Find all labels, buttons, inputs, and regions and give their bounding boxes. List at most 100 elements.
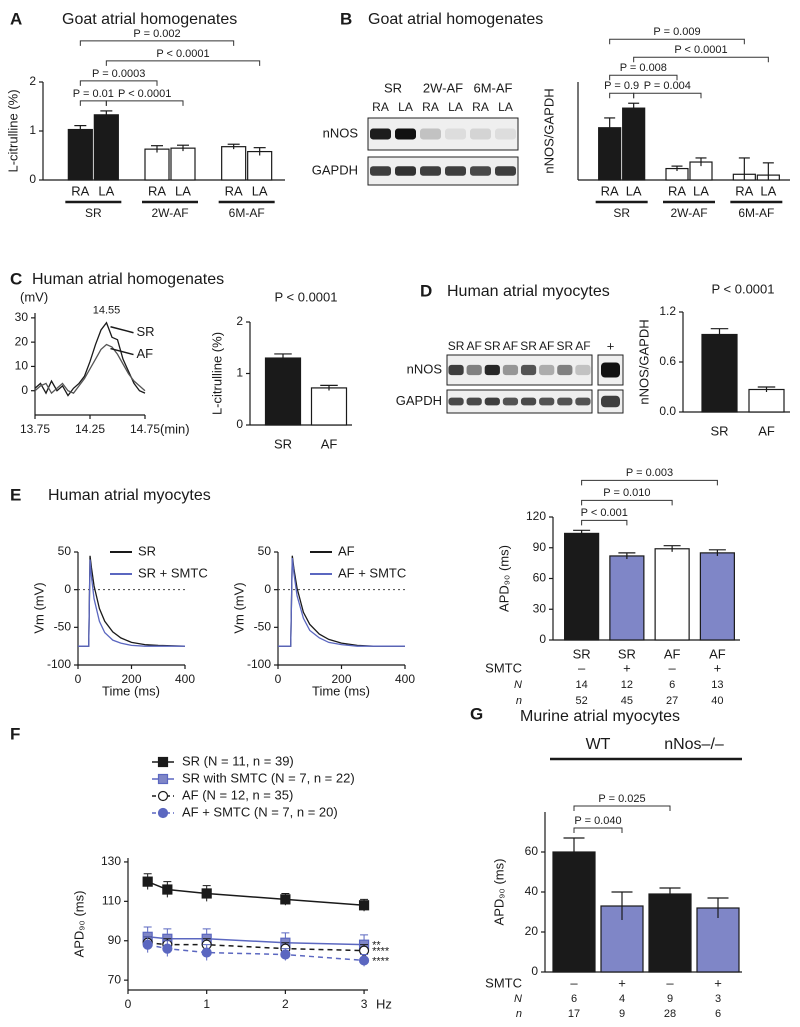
bar <box>247 150 273 181</box>
blot-band <box>557 364 573 376</box>
y-tick-label: -50 <box>254 620 272 634</box>
blot-band <box>502 397 519 406</box>
group-label: SR <box>85 206 102 220</box>
blot-band <box>466 397 482 406</box>
bracket <box>79 40 235 46</box>
bracket-label: P = 0.0003 <box>92 68 145 80</box>
y-tick-label: 30 <box>15 310 29 324</box>
group-label: WT <box>586 736 611 753</box>
lane-label: RA <box>472 100 489 114</box>
lane-label: AF <box>467 339 482 353</box>
x-tick-label: 14.75 <box>130 422 160 436</box>
row-label: SMTC <box>485 660 522 675</box>
x-tick-label: RA <box>225 183 243 198</box>
x-axis-label: Time (ms) <box>312 683 370 698</box>
blot-band <box>466 364 482 376</box>
row-label: N <box>514 993 522 1005</box>
marker <box>162 884 173 895</box>
y-tick-label: 0.0 <box>659 404 676 418</box>
series-line <box>147 880 365 907</box>
x-tick-label: RA <box>735 183 753 198</box>
bracket-label: P < 0.0001 <box>156 48 209 60</box>
panel-letter: A <box>10 9 22 28</box>
row-label: SMTC <box>485 975 522 990</box>
blot-band <box>575 364 591 376</box>
x-tick-label: 13.75 <box>20 422 50 436</box>
x-tick-label: 200 <box>121 672 141 686</box>
lane-label: AF <box>503 339 518 353</box>
y-axis-label: nNOS/GAPDH <box>541 88 556 173</box>
panel-letter: D <box>420 281 432 300</box>
series-line <box>147 941 365 952</box>
row-value: + <box>618 975 626 990</box>
blot-band <box>470 166 491 176</box>
group-label: 2W-AF <box>423 80 463 95</box>
blot-band <box>539 397 555 406</box>
bracket-label: P = 0.040 <box>574 815 621 827</box>
blot-band <box>420 166 441 176</box>
legend-label: AF (N = 12, n = 35) <box>182 787 293 802</box>
legend-label: SR (N = 11, n = 39) <box>182 753 294 768</box>
y-tick-label: 0 <box>64 582 71 596</box>
group-label: 6M-AF <box>474 80 513 95</box>
row-value: 4 <box>619 993 625 1005</box>
bar <box>144 148 170 181</box>
marker <box>201 888 212 899</box>
row-value: + <box>714 975 722 990</box>
y-tick-label: 60 <box>525 844 539 858</box>
y-tick-label: 40 <box>525 884 539 898</box>
x-tick-label: 400 <box>175 672 195 686</box>
blot-band <box>370 166 391 176</box>
blot-band <box>470 128 491 140</box>
lane-label: RA <box>422 100 439 114</box>
marker <box>201 947 212 958</box>
blot-band <box>445 166 466 176</box>
lane-label: + <box>607 338 615 353</box>
legend-label: SR <box>138 543 156 558</box>
peak-label: 14.55 <box>93 305 121 317</box>
series-line <box>78 559 185 647</box>
marker <box>157 756 169 768</box>
legend-label: AF + SMTC (N = 7, n = 20) <box>182 804 338 819</box>
y-tick-label: 0.6 <box>659 354 676 368</box>
x-tick-label: 0 <box>275 672 282 686</box>
blot-strip <box>367 117 519 151</box>
group-label: 2W-AF <box>151 206 188 220</box>
panel-letter: B <box>340 9 352 28</box>
y-tick-label: 1 <box>29 123 36 137</box>
blot-band <box>448 364 464 376</box>
row-label: n <box>516 695 522 707</box>
y-tick-label: 90 <box>533 540 547 554</box>
group-label: 2W-AF <box>670 206 707 220</box>
y-tick-label: 50 <box>58 544 72 558</box>
x-tick-label: AF <box>758 423 775 438</box>
x-tick-label: LA <box>175 183 191 198</box>
y-tick-label: 2 <box>29 74 36 88</box>
bracket-label: P = 0.004 <box>644 80 691 92</box>
y-tick-label: 2 <box>236 314 243 328</box>
bar <box>699 552 735 641</box>
row-value: 52 <box>576 695 588 707</box>
row-value: 6 <box>571 993 577 1005</box>
blot-row-label: GAPDH <box>396 393 442 408</box>
y-tick-label: 0 <box>539 632 546 646</box>
blot-band <box>557 397 573 406</box>
x-tick-label: RA <box>668 183 686 198</box>
y-tick-label: 30 <box>533 601 547 615</box>
marker <box>157 773 169 785</box>
y-tick-label: 120 <box>526 509 546 523</box>
series-line <box>278 555 405 647</box>
y-tick-label: -50 <box>54 620 72 634</box>
marker <box>280 949 291 960</box>
blot-band <box>502 364 519 376</box>
panel-title: Human atrial myocytes <box>447 283 610 300</box>
x-axis-label: Hz <box>376 996 392 1011</box>
y-tick-label: 50 <box>258 544 272 558</box>
blot-band <box>395 128 416 140</box>
marker <box>358 945 370 956</box>
marker <box>142 876 153 887</box>
y-axis-label: APD₉₀ (ms) <box>71 891 86 958</box>
row-value: 17 <box>568 1008 580 1020</box>
series-line <box>147 936 365 946</box>
group-label: nNos–/– <box>664 736 724 753</box>
